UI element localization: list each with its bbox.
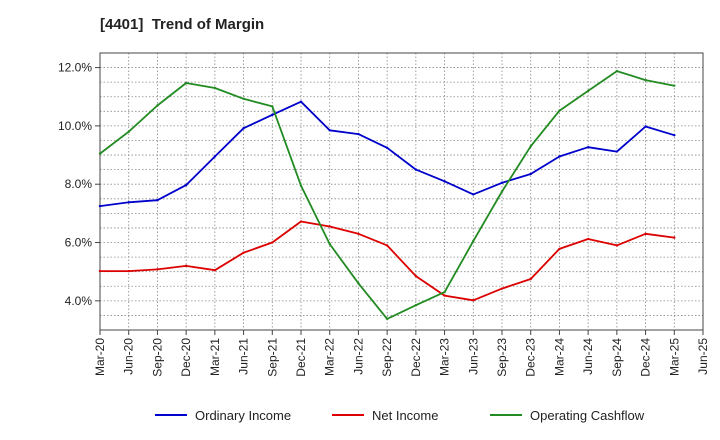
data-point <box>586 145 590 149</box>
data-point <box>443 290 446 294</box>
data-point <box>299 184 303 187</box>
data-point <box>242 127 245 130</box>
data-point <box>98 152 102 155</box>
y-tick-label: 4.0% <box>65 294 93 308</box>
x-tick-label: Mar-21 <box>208 338 222 376</box>
data-point <box>615 69 619 73</box>
x-tick-label: Sep-22 <box>380 338 394 377</box>
data-point <box>242 251 245 254</box>
data-point <box>213 155 217 158</box>
data-point <box>558 155 561 158</box>
data-point <box>558 109 561 112</box>
data-point <box>472 193 475 196</box>
data-point <box>213 86 217 90</box>
data-point <box>271 241 274 244</box>
x-tick-label: Jun-25 <box>696 338 710 375</box>
data-point <box>644 232 647 235</box>
data-point <box>299 100 303 103</box>
x-tick-label: Jun-23 <box>466 338 480 375</box>
data-point <box>357 132 360 136</box>
x-tick-label: Mar-25 <box>667 338 681 376</box>
data-point <box>385 244 389 247</box>
data-point <box>271 113 274 117</box>
x-tick-label: Dec-22 <box>409 338 423 377</box>
data-point <box>586 89 590 93</box>
data-point <box>500 287 504 290</box>
data-point <box>615 150 619 153</box>
data-point <box>529 145 532 148</box>
legend-label: Ordinary Income <box>195 408 291 423</box>
data-point <box>127 269 130 273</box>
x-tick-label: Mar-23 <box>438 338 452 376</box>
data-point <box>500 181 504 184</box>
data-point <box>184 264 188 268</box>
x-tick-label: Jun-24 <box>581 338 595 375</box>
plot-frame <box>99 52 704 331</box>
x-tick-label: Sep-23 <box>495 338 509 377</box>
data-point <box>328 129 331 132</box>
data-point <box>127 201 130 204</box>
x-tick-label: Dec-20 <box>179 338 193 377</box>
data-point <box>156 104 159 107</box>
data-point <box>357 282 360 285</box>
data-point <box>414 168 418 171</box>
x-tick-label: Jun-20 <box>122 338 136 375</box>
data-point <box>500 190 504 193</box>
data-point <box>328 242 331 246</box>
data-point <box>586 237 590 241</box>
data-point <box>299 220 303 223</box>
x-tick-label: Sep-24 <box>610 338 624 377</box>
data-point <box>443 180 446 183</box>
data-point <box>673 84 676 87</box>
data-point <box>184 183 188 187</box>
data-point <box>673 236 676 239</box>
data-point <box>615 244 619 247</box>
data-point <box>156 268 159 271</box>
data-point <box>98 269 102 273</box>
data-point <box>673 134 676 137</box>
x-tick-label: Mar-22 <box>323 338 337 376</box>
data-point <box>213 269 217 272</box>
data-point <box>529 277 532 281</box>
x-tick-label: Sep-21 <box>265 338 279 377</box>
data-point <box>414 274 418 278</box>
data-point <box>385 146 389 149</box>
data-point <box>472 299 475 302</box>
data-point <box>558 247 561 251</box>
data-point <box>98 204 102 208</box>
data-point <box>328 225 331 228</box>
data-point <box>644 78 647 82</box>
data-point <box>644 125 647 128</box>
data-point <box>414 304 418 307</box>
x-tick-label: Jun-22 <box>351 338 365 375</box>
y-tick-label: 12.0% <box>58 61 92 75</box>
x-tick-label: Dec-23 <box>524 338 538 377</box>
legend-label: Net Income <box>372 408 438 423</box>
data-point <box>472 239 475 243</box>
x-tick-label: Sep-20 <box>150 338 164 377</box>
data-point <box>443 294 446 297</box>
x-tick-label: Mar-20 <box>93 338 107 376</box>
x-tick-label: Mar-24 <box>552 338 566 376</box>
data-point <box>127 130 130 133</box>
data-point <box>156 199 159 202</box>
y-tick-label: 8.0% <box>65 177 93 191</box>
x-tick-label: Dec-24 <box>639 338 653 377</box>
chart-title: [4401] Trend of Margin <box>100 16 265 33</box>
plot-area <box>100 53 703 330</box>
y-tick-label: 10.0% <box>58 119 92 133</box>
data-point <box>242 97 245 100</box>
y-tick-label: 6.0% <box>65 236 93 250</box>
data-point <box>529 172 532 176</box>
x-tick-label: Dec-21 <box>294 338 308 377</box>
data-point <box>184 81 188 85</box>
legend-label: Operating Cashflow <box>530 408 645 423</box>
x-tick-label: Jun-21 <box>237 338 251 375</box>
data-point <box>357 232 360 235</box>
data-point <box>271 105 274 108</box>
data-point <box>385 317 389 321</box>
